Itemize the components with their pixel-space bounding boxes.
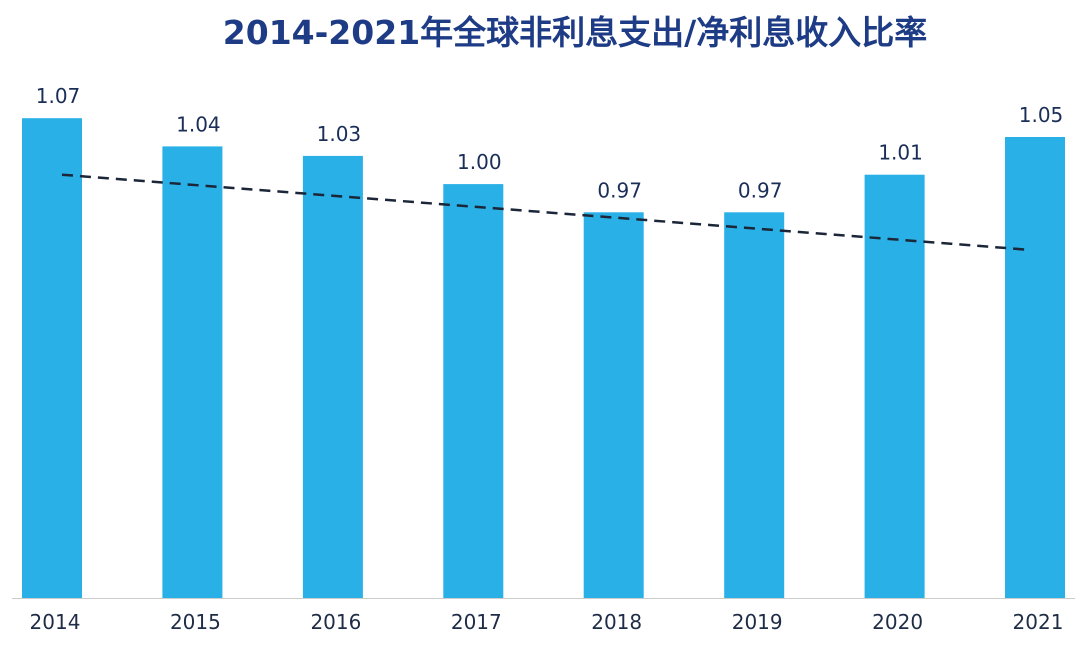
- bar-2018: [583, 212, 644, 599]
- data-label-2014: 1.07: [36, 84, 81, 108]
- x-tick-label-2017: 2017: [451, 610, 502, 634]
- bar-2019: [724, 212, 785, 599]
- x-tick-label-2019: 2019: [732, 610, 783, 634]
- bar-2015: [162, 146, 223, 598]
- x-tick-label-2016: 2016: [310, 610, 361, 634]
- bars-group: [22, 118, 1065, 599]
- x-tick-label-2020: 2020: [872, 610, 923, 634]
- data-label-2016: 1.03: [317, 122, 362, 146]
- data-label-2018: 0.97: [597, 178, 642, 202]
- bar-2017: [443, 184, 504, 598]
- data-label-2020: 1.01: [878, 141, 923, 165]
- x-tick-label-2021: 2021: [1013, 610, 1064, 634]
- data-labels-group: 1.07 1.04 1.03 1.00 0.97 0.97 1.01 1.05: [36, 84, 1064, 202]
- x-tick-label-2014: 2014: [30, 610, 81, 634]
- x-tick-label-2015: 2015: [170, 610, 221, 634]
- data-label-2019: 0.97: [738, 178, 783, 202]
- data-label-2017: 1.00: [457, 150, 502, 174]
- x-tick-labels-group: 2014 2015 2016 2017 2018 2019 2020 2021: [30, 610, 1064, 634]
- bar-2016: [302, 155, 363, 598]
- bar-2014: [22, 118, 82, 598]
- x-tick-label-2018: 2018: [591, 610, 642, 634]
- bar-2020: [864, 174, 925, 598]
- chart-title: 2014-2021年全球非利息支出/净利息收入比率: [223, 13, 927, 52]
- data-label-2021: 1.05: [1019, 103, 1064, 127]
- bar-2021: [1005, 137, 1065, 598]
- data-label-2015: 1.04: [176, 112, 221, 136]
